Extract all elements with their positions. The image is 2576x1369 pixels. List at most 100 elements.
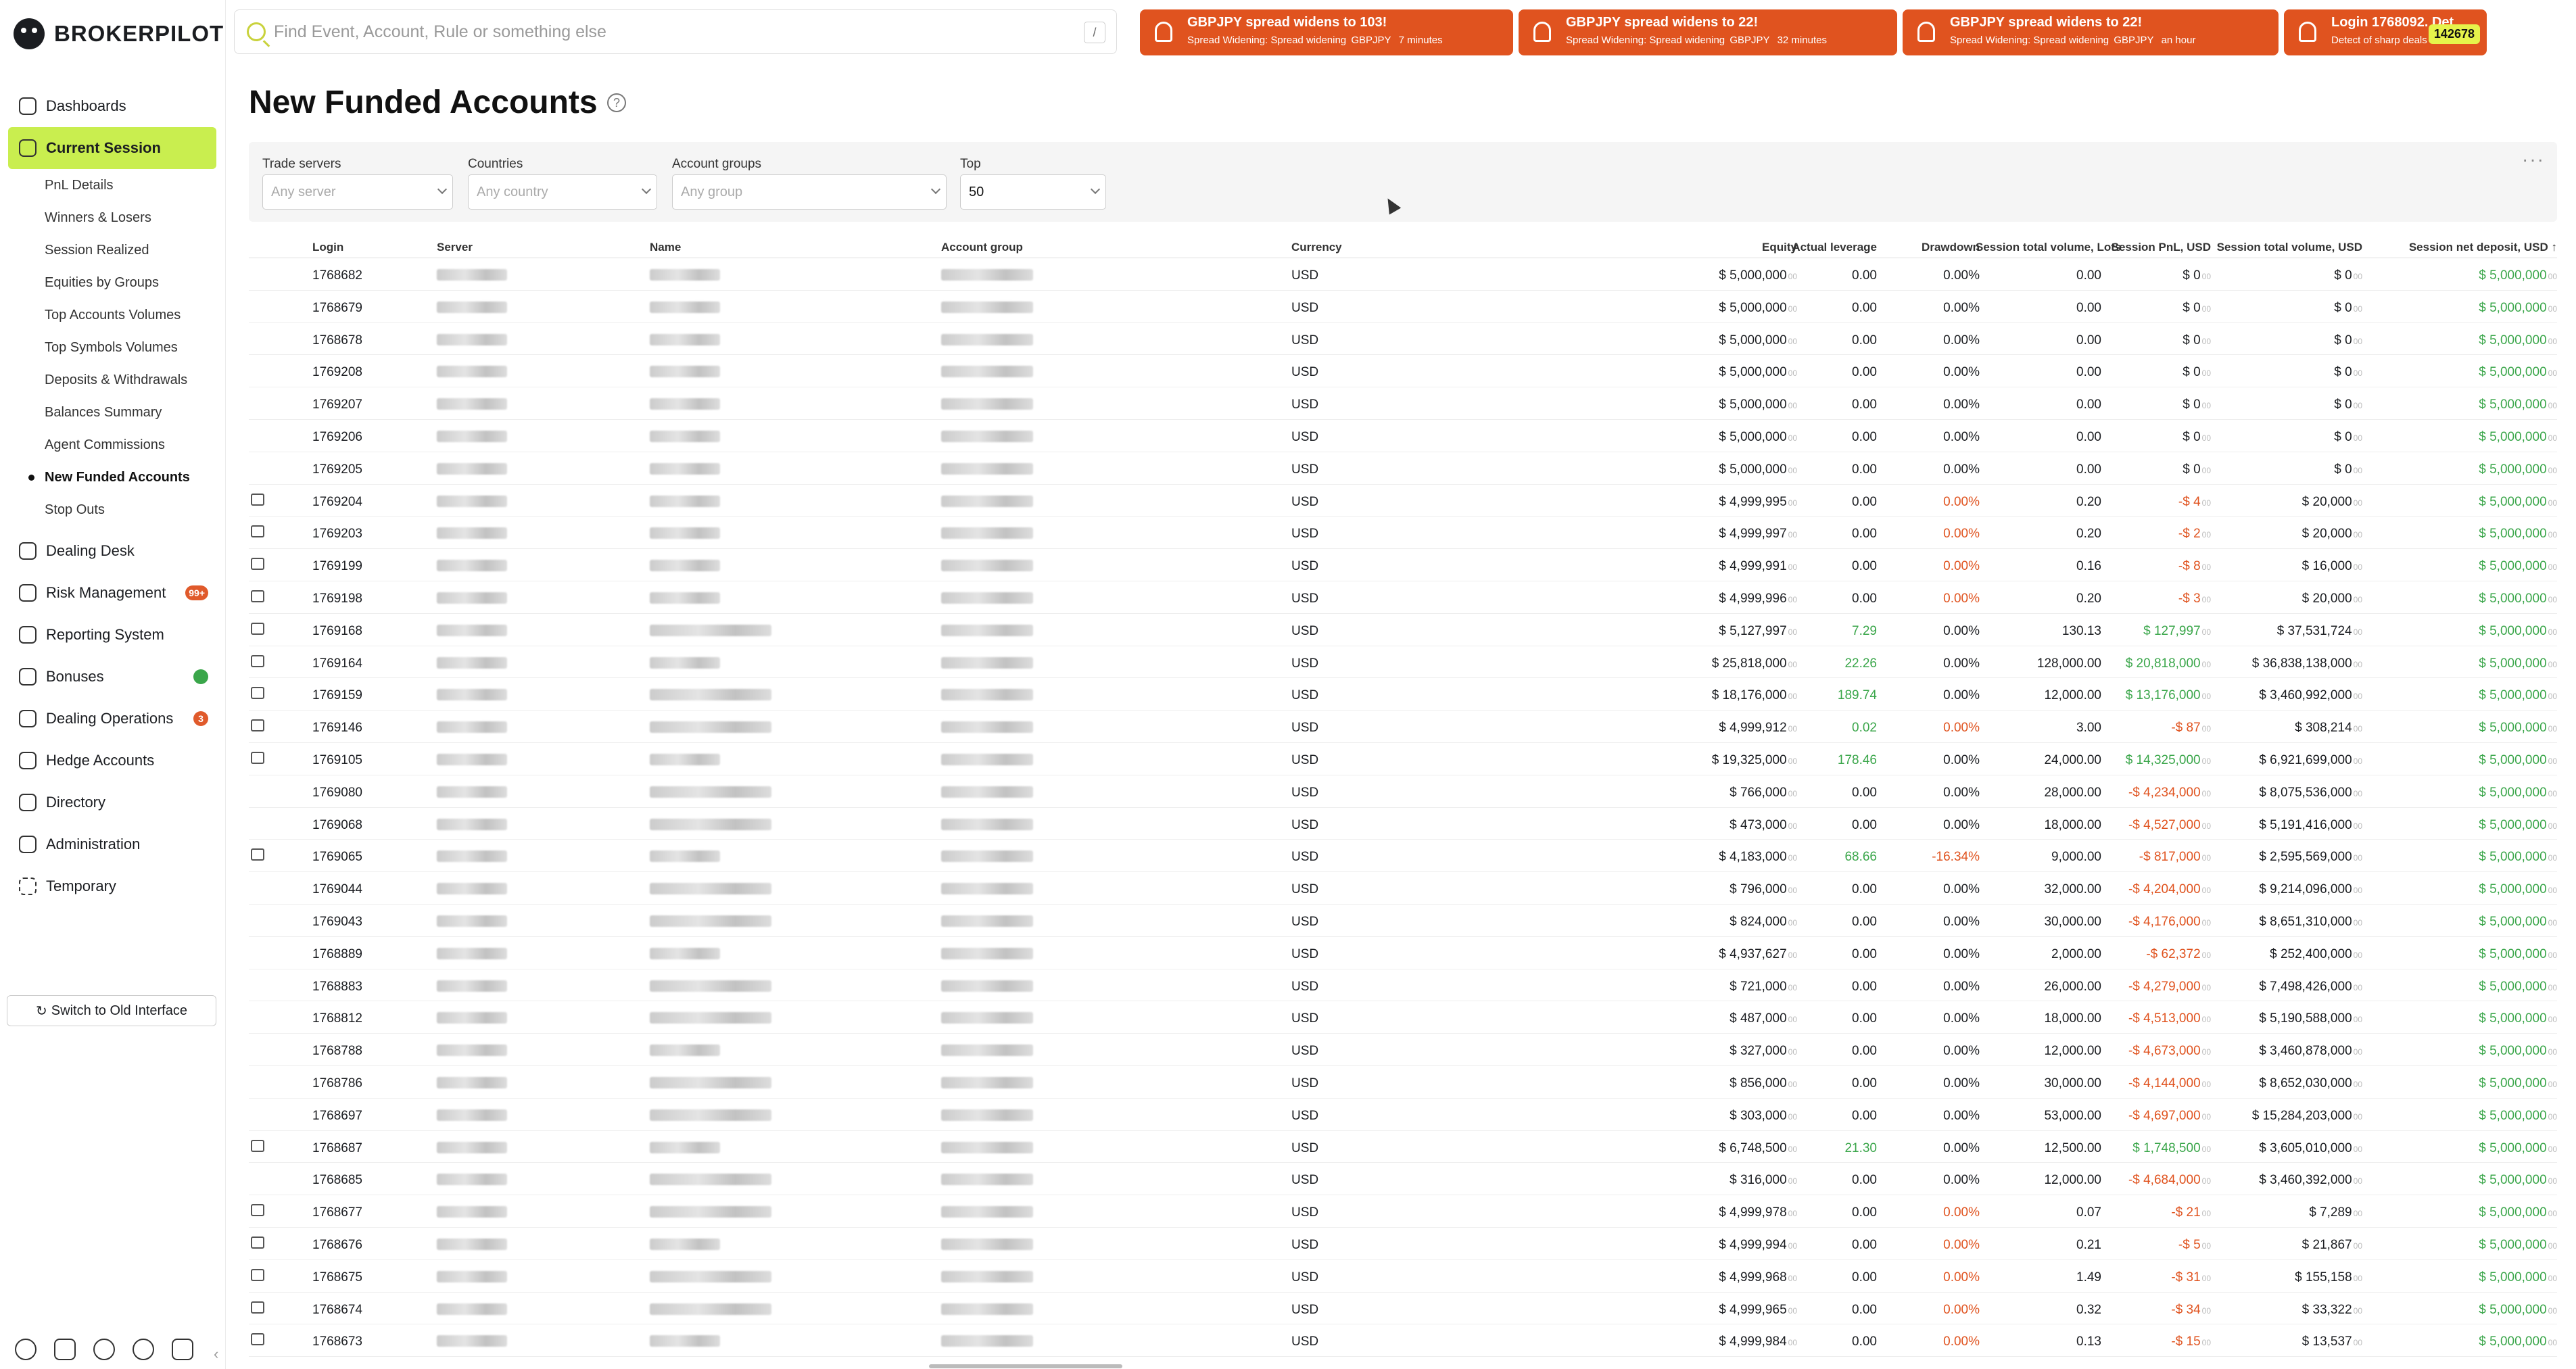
- account-icon[interactable]: [251, 622, 264, 635]
- column-header-server[interactable]: Server: [437, 241, 473, 254]
- column-header-session-volume-usd[interactable]: Session total volume, USD: [2216, 241, 2362, 254]
- trade-servers-select[interactable]: Any server: [262, 174, 453, 210]
- subitem-balances-summary[interactable]: Balances Summary: [45, 404, 162, 420]
- login-cell[interactable]: 1769205: [312, 462, 362, 477]
- alert-card-1[interactable]: GBPJPY spread widens to 103! Spread Wide…: [1140, 9, 1513, 55]
- login-cell[interactable]: 1768788: [312, 1044, 362, 1059]
- table-row[interactable]: 1769043 USD $ 824,000 00 0.00 0.00% -$ 4,176,0…: [249, 905, 2557, 937]
- subitem-new-funded-accounts[interactable]: New Funded Accounts: [8, 461, 216, 494]
- table-row[interactable]: 1769080 USD $ 766,000 00 0.00 0.00% -$ 4,234,0…: [249, 775, 2557, 808]
- subitem-deposits-withdrawals[interactable]: Deposits & Withdrawals: [45, 372, 188, 387]
- switch-old-interface-button[interactable]: ↻ Switch to Old Interface: [7, 995, 216, 1026]
- account-icon[interactable]: [251, 1268, 264, 1281]
- sound-off-icon[interactable]: [133, 1339, 154, 1360]
- help-icon[interactable]: ?: [607, 93, 626, 112]
- login-cell[interactable]: 1769198: [312, 591, 362, 606]
- table-row[interactable]: 1768679 USD $ 5,000,000 00 0.00 0.00% $ 0 00 0.0…: [249, 291, 2557, 323]
- login-cell[interactable]: 1768678: [312, 333, 362, 347]
- account-icon[interactable]: [251, 848, 264, 861]
- subitem-equities-by-groups[interactable]: Equities by Groups: [45, 274, 159, 290]
- column-header-session-volume-lots[interactable]: Session total volume, Lots: [1976, 241, 2122, 254]
- table-row[interactable]: 1769199 USD $ 4,999,991 00 0.00 0.00% -$ 8 00 0.…: [249, 549, 2557, 581]
- table-row[interactable]: 1769146 USD $ 4,999,912 00 0.02 0.00% -$ 87 00 3…: [249, 711, 2557, 743]
- account-icon[interactable]: [251, 1236, 264, 1249]
- sidebar-item-risk-management[interactable]: Risk Management 99+: [8, 572, 216, 614]
- more-options-icon[interactable]: ···: [2522, 149, 2545, 170]
- table-row[interactable]: 1768678 USD $ 5,000,000 00 0.00 0.00% $ 0 00 0.0…: [249, 323, 2557, 356]
- account-icon[interactable]: [251, 493, 264, 506]
- sidebar-item-dashboards[interactable]: Dashboards: [8, 85, 216, 127]
- logout-icon[interactable]: [172, 1339, 193, 1360]
- sidebar-item-administration[interactable]: Administration: [8, 823, 216, 865]
- table-row[interactable]: 1768676 USD $ 4,999,994 00 0.00 0.00% -$ 5 00 0.…: [249, 1228, 2557, 1260]
- login-cell[interactable]: 1768687: [312, 1140, 362, 1155]
- login-cell[interactable]: 1768889: [312, 946, 362, 961]
- subitem-stop-outs[interactable]: Stop Outs: [45, 502, 105, 517]
- login-cell[interactable]: 1769206: [312, 429, 362, 444]
- login-cell[interactable]: 1768677: [312, 1205, 362, 1220]
- account-icon[interactable]: [251, 558, 264, 571]
- table-row[interactable]: 1768677 USD $ 4,999,978 00 0.00 0.00% -$ 21 00 0…: [249, 1195, 2557, 1228]
- table-row[interactable]: 1768685 USD $ 316,000 00 0.00 0.00% -$ 4,684,0…: [249, 1163, 2557, 1196]
- search-input[interactable]: Find Event, Account, Rule or something e…: [234, 9, 1117, 54]
- login-cell[interactable]: 1768673: [312, 1335, 362, 1349]
- table-row[interactable]: 1768673 USD $ 4,999,984 00 0.00 0.00% -$ 15 00 0…: [249, 1324, 2557, 1358]
- column-header-drawdown[interactable]: Drawdown: [1922, 241, 1980, 254]
- table-row[interactable]: 1769203 USD $ 4,999,997 00 0.00 0.00% -$ 2 00 0.…: [249, 517, 2557, 550]
- account-icon[interactable]: [251, 590, 264, 602]
- login-cell[interactable]: 1768812: [312, 1011, 362, 1026]
- column-header-session-net-deposit[interactable]: Session net deposit, USD ↑: [2408, 241, 2557, 254]
- horizontal-scrollbar[interactable]: [929, 1364, 1122, 1368]
- table-row[interactable]: 1769208 USD $ 5,000,000 00 0.00 0.00% $ 0 00 0.0…: [249, 355, 2557, 388]
- account-icon[interactable]: [251, 1139, 264, 1152]
- login-cell[interactable]: 1768697: [312, 1108, 362, 1123]
- sidebar-item-dealing-desk[interactable]: Dealing Desk: [8, 530, 216, 572]
- table-row[interactable]: 1768687 USD $ 6,748,500 00 21.30 0.00% $ 1,748…: [249, 1131, 2557, 1163]
- alert-card-2[interactable]: GBPJPY spread widens to 22! Spread Widen…: [1519, 9, 1897, 55]
- account-icon[interactable]: [251, 1204, 264, 1217]
- table-row[interactable]: 1768697 USD $ 303,000 00 0.00 0.00% -$ 4,697,0…: [249, 1099, 2557, 1131]
- login-cell[interactable]: 1768682: [312, 268, 362, 283]
- table-row[interactable]: 1768812 USD $ 487,000 00 0.00 0.00% -$ 4,513,0…: [249, 1001, 2557, 1034]
- table-row[interactable]: 1769205 USD $ 5,000,000 00 0.00 0.00% $ 0 00 0.0…: [249, 452, 2557, 485]
- subitem-winners-losers[interactable]: Winners & Losers: [45, 210, 151, 225]
- login-cell[interactable]: 1769199: [312, 559, 362, 574]
- table-row[interactable]: 1769204 USD $ 4,999,995 00 0.00 0.00% -$ 4 00 0.…: [249, 485, 2557, 517]
- login-cell[interactable]: 1769044: [312, 882, 362, 897]
- table-row[interactable]: 1769068 USD $ 473,000 00 0.00 0.00% -$ 4,527,0…: [249, 808, 2557, 840]
- account-icon[interactable]: [251, 654, 264, 667]
- column-header-name[interactable]: Name: [650, 241, 682, 254]
- table-row[interactable]: 1768675 USD $ 4,999,968 00 0.00 0.00% -$ 31 00 1…: [249, 1260, 2557, 1293]
- account-icon[interactable]: [251, 525, 264, 538]
- sidebar-item-temporary[interactable]: Temporary: [8, 865, 216, 907]
- alert-card-3[interactable]: GBPJPY spread widens to 22! Spread Widen…: [1903, 9, 2279, 55]
- sidebar-item-current-session[interactable]: Current Session: [8, 127, 216, 169]
- column-header-login[interactable]: Login: [312, 241, 344, 254]
- table-row[interactable]: 1769065 USD $ 4,183,000 00 68.66 -16.34% -$ 81…: [249, 840, 2557, 873]
- table-row[interactable]: 1768883 USD $ 721,000 00 0.00 0.00% -$ 4,279,0…: [249, 969, 2557, 1002]
- alert-card-4[interactable]: Login 1768092. Det Detect of sharp deals…: [2284, 9, 2487, 55]
- table-row[interactable]: 1769164 USD $ 25,818,000 00 22.26 0.00% $ 20,8…: [249, 646, 2557, 679]
- login-cell[interactable]: 1769164: [312, 656, 362, 671]
- table-row[interactable]: 1769159 USD $ 18,176,000 00 189.74 0.00% $ 13,…: [249, 678, 2557, 711]
- column-header-session-pnl[interactable]: Session PnL, USD: [2111, 241, 2211, 254]
- subitem-pnl-details[interactable]: PnL Details: [45, 177, 114, 193]
- column-header-actual-leverage[interactable]: Actual leverage: [1792, 241, 1877, 254]
- table-row[interactable]: 1768674 USD $ 4,999,965 00 0.00 0.00% -$ 34 00 0…: [249, 1293, 2557, 1325]
- account-icon[interactable]: [251, 1333, 264, 1346]
- login-cell[interactable]: 1768676: [312, 1237, 362, 1252]
- column-header-equity[interactable]: Equity: [1762, 241, 1797, 254]
- account-groups-select[interactable]: Any group: [672, 174, 947, 210]
- login-cell[interactable]: 1769203: [312, 527, 362, 542]
- login-cell[interactable]: 1769080: [312, 785, 362, 800]
- table-row[interactable]: 1769105 USD $ 19,325,000 00 178.46 0.00% $ 14,…: [249, 743, 2557, 775]
- login-cell[interactable]: 1769204: [312, 494, 362, 509]
- sidebar-item-bonuses[interactable]: Bonuses 3: [8, 656, 216, 698]
- login-cell[interactable]: 1769208: [312, 365, 362, 380]
- login-cell[interactable]: 1769168: [312, 623, 362, 638]
- subitem-agent-commissions[interactable]: Agent Commissions: [45, 437, 165, 452]
- table-row[interactable]: 1769207 USD $ 5,000,000 00 0.00 0.00% $ 0 00 0.0…: [249, 387, 2557, 420]
- table-row[interactable]: 1768889 USD $ 4,937,627 00 0.00 0.00% -$ 62,37…: [249, 937, 2557, 969]
- column-header-currency[interactable]: Currency: [1291, 241, 1342, 254]
- moon-icon[interactable]: [93, 1339, 115, 1360]
